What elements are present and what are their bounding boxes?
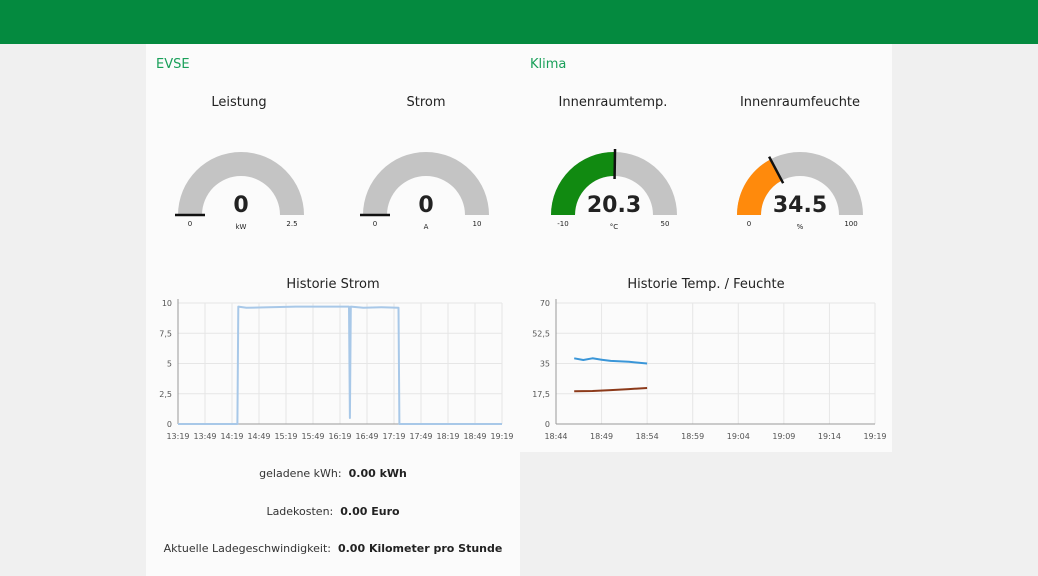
x-tick-label: 14:49 — [247, 432, 270, 441]
stat-value-geschwindigkeit: 0.00 Kilometer pro Stunde — [337, 542, 503, 555]
series-line-0 — [574, 357, 648, 365]
x-tick-label: 14:19 — [220, 432, 243, 441]
y-tick-label: 0 — [167, 420, 172, 429]
x-tick-label: 17:19 — [382, 432, 405, 441]
y-tick-label: 10 — [162, 299, 172, 308]
chart-title-strom: Historie Strom — [286, 277, 380, 292]
gauge-max-label: 100 — [844, 220, 857, 228]
gauge-min-label: -10 — [557, 220, 568, 228]
gauge-track — [178, 152, 304, 215]
x-tick-label: 19:14 — [818, 432, 841, 441]
gauge-needle — [768, 156, 785, 184]
x-tick-label: 18:19 — [436, 432, 459, 441]
x-tick-label: 18:49 — [463, 432, 486, 441]
y-tick-label: 7,5 — [159, 329, 172, 338]
gauge-title-innenraumfeuchte: Innenraumfeuchte — [739, 95, 861, 110]
gauge-title-strom: Strom — [406, 95, 446, 110]
stat-ladekosten: Ladekosten: 0.00 Euro — [146, 505, 520, 518]
gauge-unit: % — [797, 223, 804, 231]
chart-title-temp-feuchte: Historie Temp. / Feuchte — [627, 277, 785, 292]
stat-label-kwh: geladene kWh: — [259, 467, 342, 480]
x-tick-label: 18:49 — [590, 432, 613, 441]
stat-geladene-kwh: geladene kWh: 0.00 kWh — [146, 467, 520, 480]
x-tick-label: 19:19 — [490, 432, 513, 441]
y-tick-label: 17,5 — [532, 390, 550, 399]
y-tick-label: 0 — [545, 420, 550, 429]
gauge-unit: °C — [610, 223, 619, 231]
stat-ladegeschwindigkeit: Aktuelle Ladegeschwindigkeit: 0.00 Kilom… — [146, 542, 520, 555]
gauge-fill — [551, 152, 615, 215]
series-line-1 — [574, 387, 648, 393]
x-tick-label: 13:49 — [193, 432, 216, 441]
y-tick-label: 52,5 — [532, 329, 550, 338]
x-tick-label: 16:19 — [328, 432, 351, 441]
klima-group-title: Klima — [530, 57, 567, 72]
y-tick-label: 35 — [540, 360, 550, 369]
gauge-strom: 0 A 0 10 — [360, 152, 489, 231]
x-tick-label: 15:19 — [274, 432, 297, 441]
x-tick-label: 18:59 — [681, 432, 704, 441]
y-tick-label: 5 — [167, 360, 172, 369]
gauge-unit: A — [424, 223, 429, 231]
stat-value-kwh: 0.00 kWh — [348, 467, 407, 480]
chart-historie-strom: 0 2,5 5 7,5 10 13:19 13:49 14:19 14:49 15:19 15:49… — [159, 299, 514, 441]
gauge-value: 20.3 — [587, 193, 641, 218]
gauge-innenraumfeuchte: 34.5% 0 100 — [737, 152, 863, 231]
gauge-min-label: 0 — [373, 220, 377, 228]
gauge-min-label: 0 — [747, 220, 751, 228]
evse-group-title: EVSE — [156, 57, 190, 72]
gauge-max-label: 10 — [473, 220, 482, 228]
chart-historie-temp-feuchte: 0 17,5 35 52,5 70 18:44 18:49 18:54 18:59 19:04 19… — [532, 299, 887, 441]
gauge-value: 34.5 — [773, 193, 827, 218]
x-tick-label: 18:44 — [544, 432, 567, 441]
top-bar — [0, 0, 1038, 44]
x-tick-label: 19:19 — [863, 432, 886, 441]
gauge-title-leistung: Leistung — [211, 95, 267, 110]
evse-panel — [146, 44, 520, 576]
stat-label-kosten: Ladekosten: — [266, 505, 334, 518]
y-tick-label: 70 — [540, 299, 550, 308]
stat-label-geschwindigkeit: Aktuelle Ladegeschwindigkeit: — [163, 542, 331, 555]
gauge-track — [363, 152, 489, 215]
gauge-title-innenraumtemp: Innenraumtemp. — [558, 95, 668, 110]
y-tick-label: 2,5 — [159, 390, 172, 399]
x-tick-label: 18:54 — [636, 432, 659, 441]
x-tick-label: 15:49 — [301, 432, 324, 441]
gauge-max-label: 50 — [661, 220, 670, 228]
x-tick-label: 19:09 — [772, 432, 795, 441]
gauge-min-label: 0 — [188, 220, 192, 228]
klima-panel — [520, 44, 892, 452]
gauge-innenraumtemp: 20.3 °C -10 50 — [551, 148, 677, 231]
x-tick-label: 19:04 — [727, 432, 750, 441]
x-tick-label: 13:19 — [166, 432, 189, 441]
gauge-max-label: 2.5 — [286, 220, 297, 228]
x-tick-label: 17:49 — [409, 432, 432, 441]
series-line-0 — [178, 305, 502, 425]
gauge-value: 0 — [418, 193, 433, 218]
gauge-unit: kW — [236, 223, 247, 231]
stat-value-kosten: 0.00 Euro — [340, 505, 400, 518]
gauge-fill — [737, 159, 782, 215]
x-tick-label: 16:49 — [355, 432, 378, 441]
gauge-value: 0 — [233, 193, 248, 218]
gauge-leistung: 0 kW 0 2.5 — [175, 152, 304, 231]
